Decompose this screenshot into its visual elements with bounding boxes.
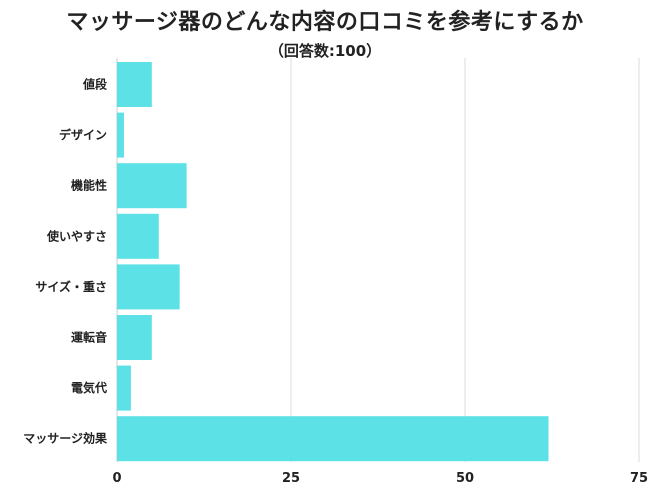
bar [117,315,152,360]
bar [117,264,180,310]
chart-title: マッサージ器のどんな内容の口コミを参考にするか [66,10,584,35]
bar [117,416,549,462]
chart-subtitle: （回答数:100） [268,42,382,60]
x-tick-label: 75 [630,471,648,486]
category-label: マッサージ効果 [23,431,107,446]
bar [117,163,187,209]
category-label: デザイン [59,127,107,142]
x-tick-label: 0 [112,471,121,486]
bar [117,112,124,158]
x-tick-label: 25 [282,471,300,486]
category-label: 運転音 [71,330,107,345]
category-label: サイズ・重さ [35,279,107,294]
bar [117,213,159,259]
bar [117,62,152,107]
category-label: 使いやすさ [46,228,107,243]
category-label: 電気代 [71,380,107,395]
category-label: 機能性 [71,178,107,193]
x-tick-label: 50 [456,471,474,486]
category-label: 値段 [82,77,108,92]
bar [117,365,131,411]
